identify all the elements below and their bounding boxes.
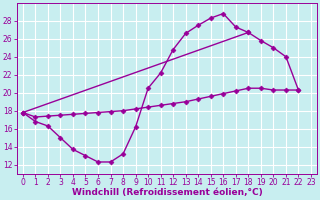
X-axis label: Windchill (Refroidissement éolien,°C): Windchill (Refroidissement éolien,°C) — [72, 188, 262, 197]
